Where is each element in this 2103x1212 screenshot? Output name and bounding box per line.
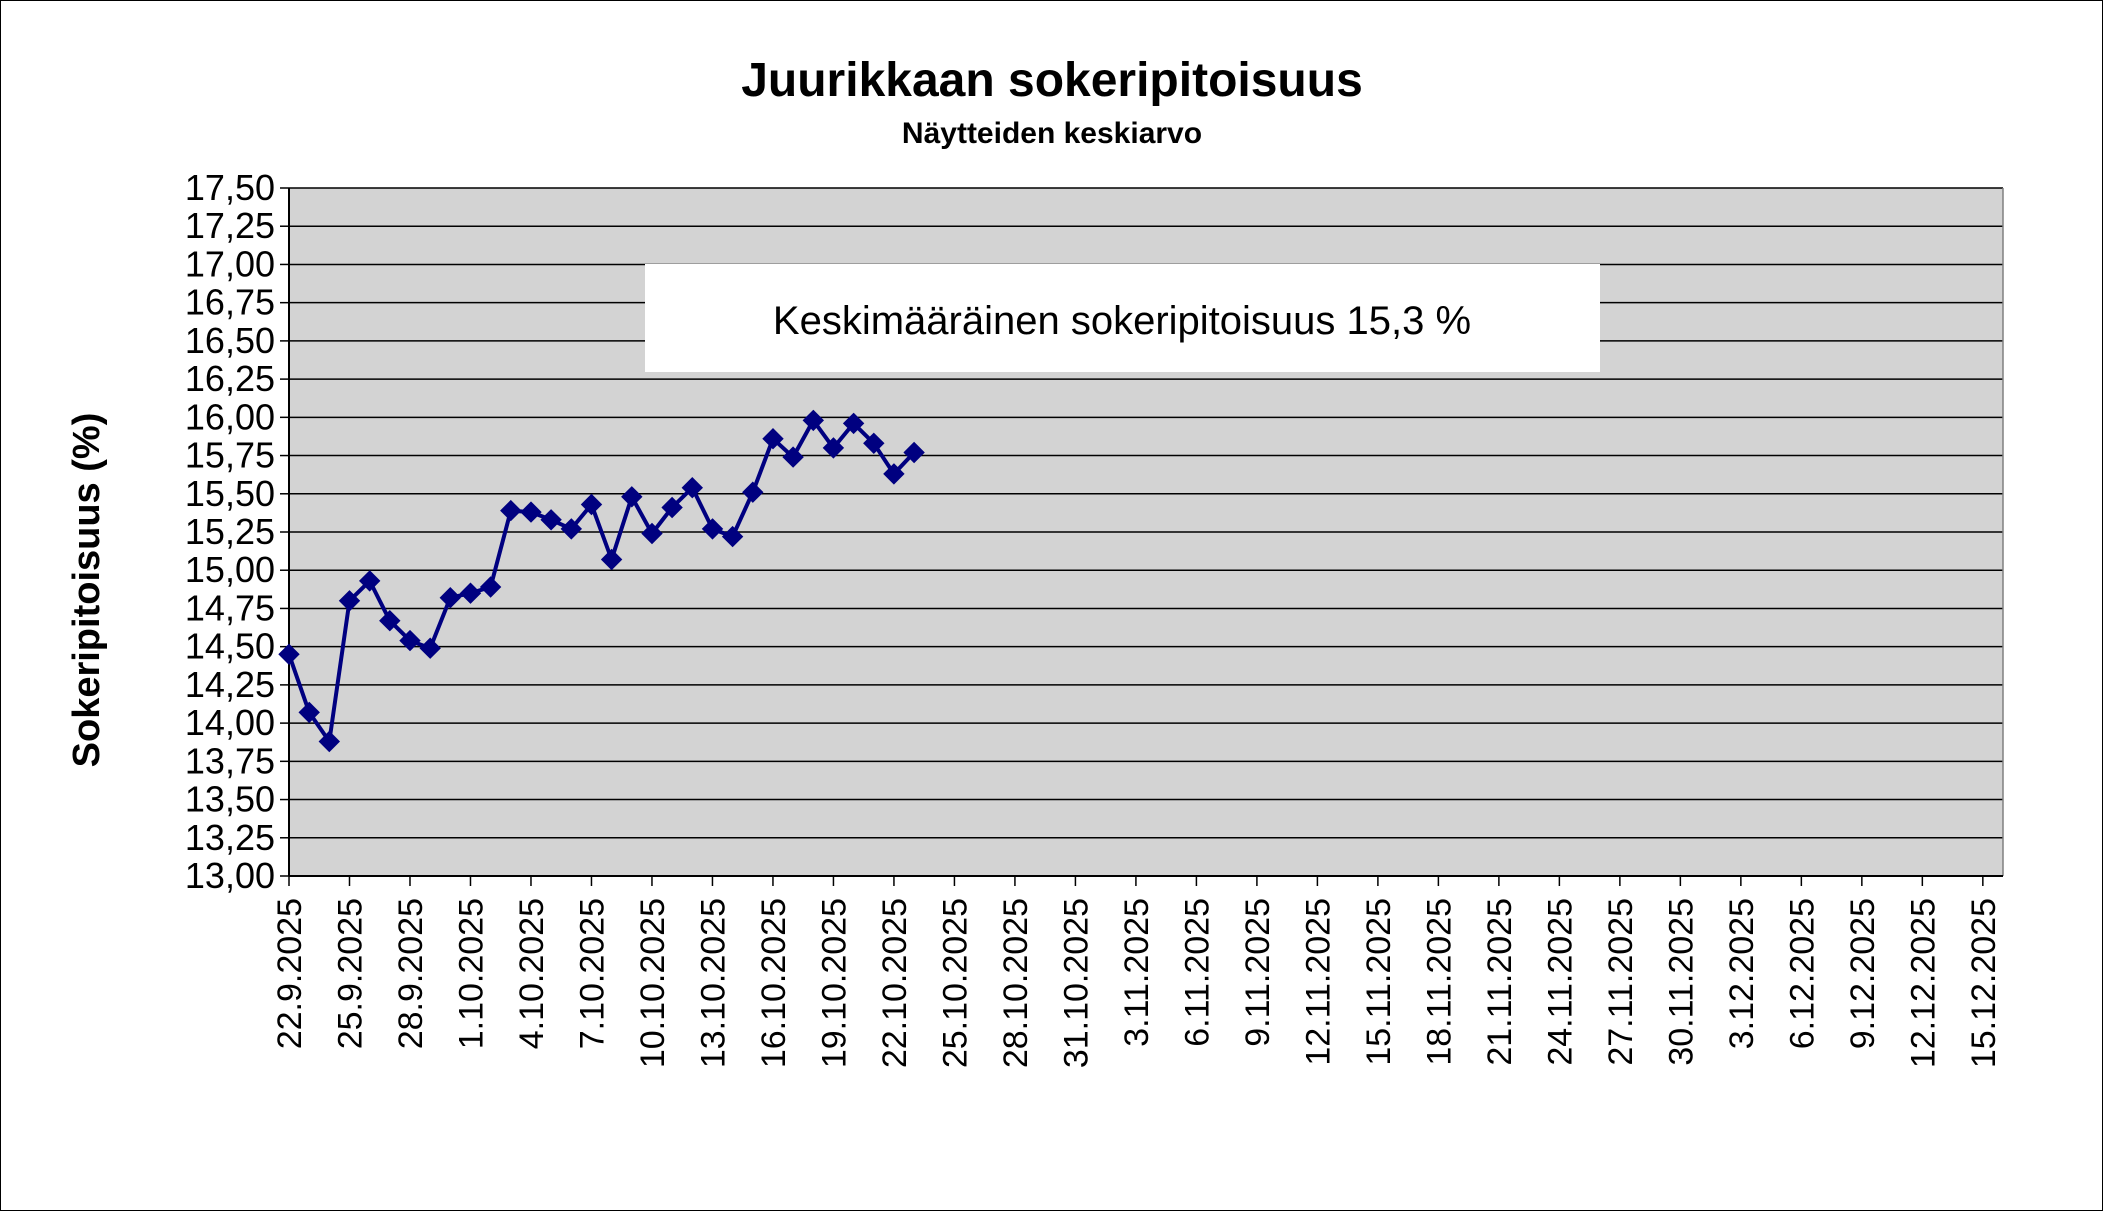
data-point: [399, 629, 421, 652]
y-tick-label: 13,00: [185, 855, 275, 896]
x-tick-label: 12.12.2025: [1904, 898, 1942, 1068]
annotation-box: [645, 264, 1600, 372]
y-tick-label: 17,50: [185, 167, 275, 208]
x-tick-label: 24.11.2025: [1541, 898, 1579, 1066]
data-point: [600, 548, 623, 571]
x-tick-label: 15.12.2025: [1965, 898, 2003, 1068]
data-point: [479, 576, 502, 598]
y-tick-label: 16,75: [185, 282, 275, 323]
y-tick-label: 13,75: [185, 740, 275, 781]
y-axis-ticks: 13,0013,2513,5013,7514,0014,2514,5014,75…: [185, 167, 289, 896]
y-tick-label: 16,50: [185, 320, 275, 361]
data-point: [540, 509, 562, 531]
annotation-text: Keskimääräinen sokeripitoisuus 15,3 %: [773, 299, 1471, 343]
chart-subtitle: Näytteiden keskiarvo: [902, 117, 1202, 150]
x-tick-label: 16.10.2025: [755, 898, 793, 1068]
data-point: [500, 499, 522, 522]
y-tick-label: 17,25: [185, 205, 275, 246]
data-point: [742, 481, 764, 503]
y-tick-label: 15,50: [185, 473, 275, 514]
chart-title: Juurikkaan sokeripitoisuus: [741, 54, 1363, 107]
x-tick-label: 21.11.2025: [1481, 898, 1519, 1066]
x-tick-label: 3.11.2025: [1118, 898, 1156, 1047]
x-tick-label: 12.11.2025: [1299, 898, 1337, 1066]
x-tick-label: 18.11.2025: [1420, 898, 1458, 1066]
data-point: [520, 501, 542, 523]
data-point: [580, 493, 603, 516]
data-point: [863, 432, 885, 455]
y-tick-label: 16,25: [185, 358, 275, 399]
data-point: [278, 643, 300, 666]
y-tick-label: 13,25: [185, 817, 275, 858]
data-point: [560, 518, 583, 540]
data-point: [721, 525, 744, 548]
x-tick-label: 7.10.2025: [573, 898, 611, 1049]
y-tick-label: 14,75: [185, 587, 275, 628]
x-tick-label: 6.12.2025: [1783, 898, 1821, 1049]
y-tick-label: 14,50: [185, 626, 275, 667]
data-point: [782, 446, 804, 468]
x-tick-label: 15.11.2025: [1360, 898, 1398, 1066]
data-point: [641, 522, 663, 545]
data-point: [802, 409, 825, 432]
data-point: [903, 441, 925, 464]
x-tick-label: 22.10.2025: [876, 898, 914, 1068]
data-point: [822, 437, 845, 459]
x-tick-label: 19.10.2025: [815, 898, 853, 1068]
data-point: [842, 412, 865, 435]
x-tick-label: 28.9.2025: [392, 898, 430, 1049]
series-group: [278, 409, 925, 753]
data-point: [681, 476, 704, 499]
data-point: [318, 730, 341, 753]
y-tick-label: 13,50: [185, 779, 275, 820]
data-point: [358, 570, 381, 592]
data-point: [379, 609, 401, 632]
x-tick-label: 25.9.2025: [331, 898, 369, 1049]
y-tick-label: 14,25: [185, 664, 275, 705]
data-point: [621, 486, 643, 508]
y-tick-label: 15,75: [185, 435, 275, 476]
y-tick-label: 16,00: [185, 396, 275, 437]
x-tick-label: 13.10.2025: [694, 898, 732, 1068]
y-axis-label: Sokeripitoisuus (%): [66, 413, 108, 768]
data-point: [459, 582, 482, 604]
x-tick-label: 9.12.2025: [1844, 898, 1882, 1049]
data-point: [439, 586, 462, 609]
data-point: [419, 637, 441, 659]
x-tick-label: 10.10.2025: [634, 898, 672, 1068]
y-tick-label: 14,00: [185, 702, 275, 743]
data-point: [338, 590, 361, 612]
x-tick-label: 6.11.2025: [1178, 898, 1216, 1047]
x-tick-label: 27.11.2025: [1602, 898, 1640, 1066]
y-tick-label: 17,00: [185, 243, 275, 284]
data-point: [762, 427, 784, 450]
x-tick-label: 25.10.2025: [936, 898, 974, 1068]
x-tick-label: 3.12.2025: [1723, 898, 1761, 1049]
y-tick-label: 15,25: [185, 511, 275, 552]
x-axis-ticks: 22.9.2025 25.9.2025 28.9.2025 1.10.2025 4.10…: [271, 876, 2003, 1068]
x-tick-label: 9.11.2025: [1239, 898, 1277, 1047]
data-point: [883, 463, 905, 485]
data-point: [701, 518, 724, 540]
y-tick-label: 15,00: [185, 549, 275, 590]
x-tick-label: 30.11.2025: [1662, 898, 1700, 1066]
x-tick-label: 22.9.2025: [271, 898, 309, 1049]
x-tick-label: 28.10.2025: [997, 898, 1035, 1068]
data-point: [661, 496, 683, 519]
x-tick-label: 1.10.2025: [452, 898, 490, 1049]
x-tick-label: 4.10.2025: [513, 898, 551, 1049]
x-tick-label: 31.10.2025: [1057, 898, 1095, 1068]
data-point: [298, 701, 320, 724]
